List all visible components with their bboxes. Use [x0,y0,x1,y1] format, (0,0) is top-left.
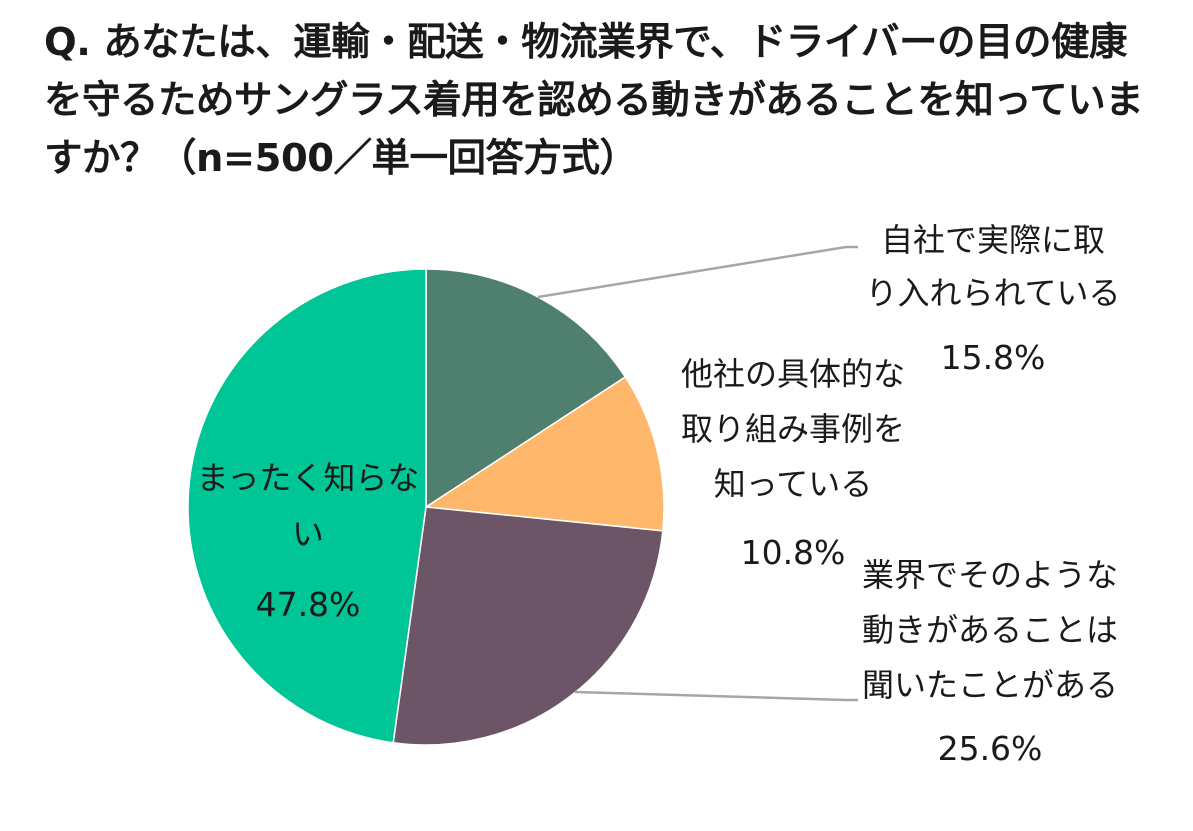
slice-label-1-line-1: 自社で実際に取 [881,221,1105,259]
leader-lines [537,245,858,702]
slice-value-3: 25.6% [938,729,1043,768]
leader-line-1 [537,245,858,299]
slice-label-4-line-1: まったく知らな [197,459,420,497]
slice-label-4-line-2: い [292,515,324,553]
chart-title: Q. あなたは、運輸・配送・物流業界で、ドライバーの目の健康を守るためサングラス… [44,20,1144,181]
slice-label-2-line-3: 知っている [714,465,872,503]
slice-value-1: 15.8% [941,338,1046,377]
pie-slice-3 [392,506,664,746]
pie-slice-4 [187,268,427,744]
slice-label-3-line-3: 聞いたことがある [862,666,1118,704]
slice-value-4: 47.8% [256,585,361,624]
slice-label-2-line-1: 他社の具体的な [681,355,905,393]
pie-slice-2 [423,375,665,532]
slices-layer [187,268,665,746]
leader-line-3 [574,690,858,702]
slice-label-1-line-2: り入れられている [865,274,1120,312]
slice-value-2: 10.8% [741,533,846,572]
slice-label-3-line-1: 業界でそのような [862,556,1118,594]
slice-label-3-line-2: 動きがあることは [862,611,1118,649]
slice-label-2-line-2: 取り組み事例を [681,410,905,448]
